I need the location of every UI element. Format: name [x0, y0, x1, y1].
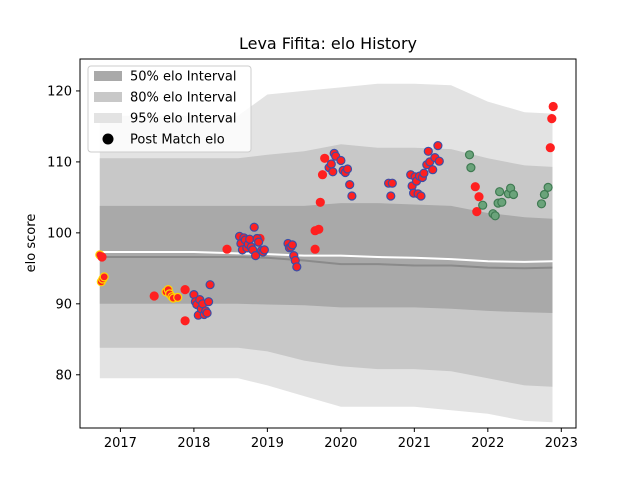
post-match-points — [95, 101, 558, 326]
x-tick-label: 2019 — [251, 436, 284, 451]
data-point — [466, 163, 476, 173]
data-point — [205, 280, 215, 290]
legend-label: 80% elo Interval — [130, 91, 237, 106]
data-point — [490, 211, 500, 221]
data-point — [478, 200, 488, 210]
y-axis-ticks: 80 90 100 110 120 — [47, 84, 80, 383]
legend-marker — [102, 133, 114, 145]
chart-title: Leva Fifita: elo History — [239, 34, 417, 53]
data-point — [474, 192, 484, 202]
data-point — [536, 199, 547, 209]
legend-box — [87, 65, 252, 153]
data-point — [472, 207, 482, 217]
data-point — [434, 156, 444, 166]
data-point — [287, 240, 297, 250]
data-point — [342, 164, 353, 174]
data-point — [259, 245, 269, 255]
data-point — [433, 141, 443, 151]
data-point — [416, 191, 426, 201]
data-point — [539, 189, 550, 200]
data-point — [180, 316, 190, 326]
x-tick-label: 2017 — [104, 436, 137, 451]
data-point — [254, 237, 264, 247]
data-point — [345, 180, 355, 190]
x-tick-label: 2022 — [471, 436, 504, 451]
data-point — [548, 101, 558, 112]
x-tick-label: 2021 — [398, 436, 431, 451]
legend-label: 95% elo Interval — [130, 112, 237, 127]
y-tick-label: 100 — [47, 226, 72, 241]
data-point — [386, 191, 396, 201]
data-point — [99, 272, 109, 282]
legend: 50% elo Interval 80% elo Interval 95% elo … — [87, 65, 252, 153]
data-point — [423, 146, 433, 156]
x-tick-label: 2018 — [177, 436, 210, 451]
data-point — [387, 178, 397, 188]
legend-swatch — [94, 71, 122, 81]
data-point — [245, 234, 255, 244]
data-point — [428, 165, 438, 175]
data-point — [249, 222, 259, 232]
data-point — [320, 153, 330, 163]
data-point — [97, 252, 107, 262]
data-point — [202, 308, 212, 318]
data-point — [543, 182, 553, 192]
data-point — [180, 285, 190, 295]
median-line — [99, 256, 553, 270]
trend-lines — [99, 251, 553, 270]
data-point — [251, 251, 261, 261]
x-tick-label: 2023 — [545, 436, 578, 451]
data-point — [149, 291, 159, 301]
y-tick-label: 110 — [47, 155, 72, 170]
legend-swatch — [94, 113, 122, 123]
plot-frame — [79, 58, 577, 429]
mean-line — [99, 251, 553, 263]
data-point — [204, 297, 214, 307]
data-point — [326, 159, 336, 169]
data-point — [222, 244, 232, 254]
legend-swatch — [94, 92, 122, 102]
data-point — [497, 197, 507, 207]
y-tick-label: 90 — [55, 297, 72, 312]
data-point — [495, 187, 505, 197]
data-point — [328, 167, 338, 177]
data-point — [470, 182, 480, 192]
data-point — [317, 170, 328, 180]
legend-label: 50% elo Interval — [130, 70, 237, 85]
legend-label: Post Match elo — [130, 133, 225, 148]
data-point — [347, 191, 357, 201]
data-point — [314, 224, 324, 234]
data-point — [315, 197, 325, 207]
y-axis-label: elo score — [24, 214, 39, 273]
data-point — [547, 113, 557, 124]
data-point — [419, 168, 429, 178]
data-point — [336, 155, 346, 166]
data-point — [464, 150, 475, 160]
data-point — [508, 189, 519, 200]
x-axis-ticks: 2017 2018 2019 2020 2021 2022 2023 — [104, 428, 578, 451]
data-point — [173, 292, 183, 302]
y-tick-label: 80 — [55, 368, 72, 383]
data-point — [545, 143, 555, 153]
y-tick-label: 120 — [47, 84, 72, 99]
x-tick-label: 2020 — [324, 436, 357, 451]
data-point — [310, 244, 320, 254]
data-point — [292, 262, 302, 272]
